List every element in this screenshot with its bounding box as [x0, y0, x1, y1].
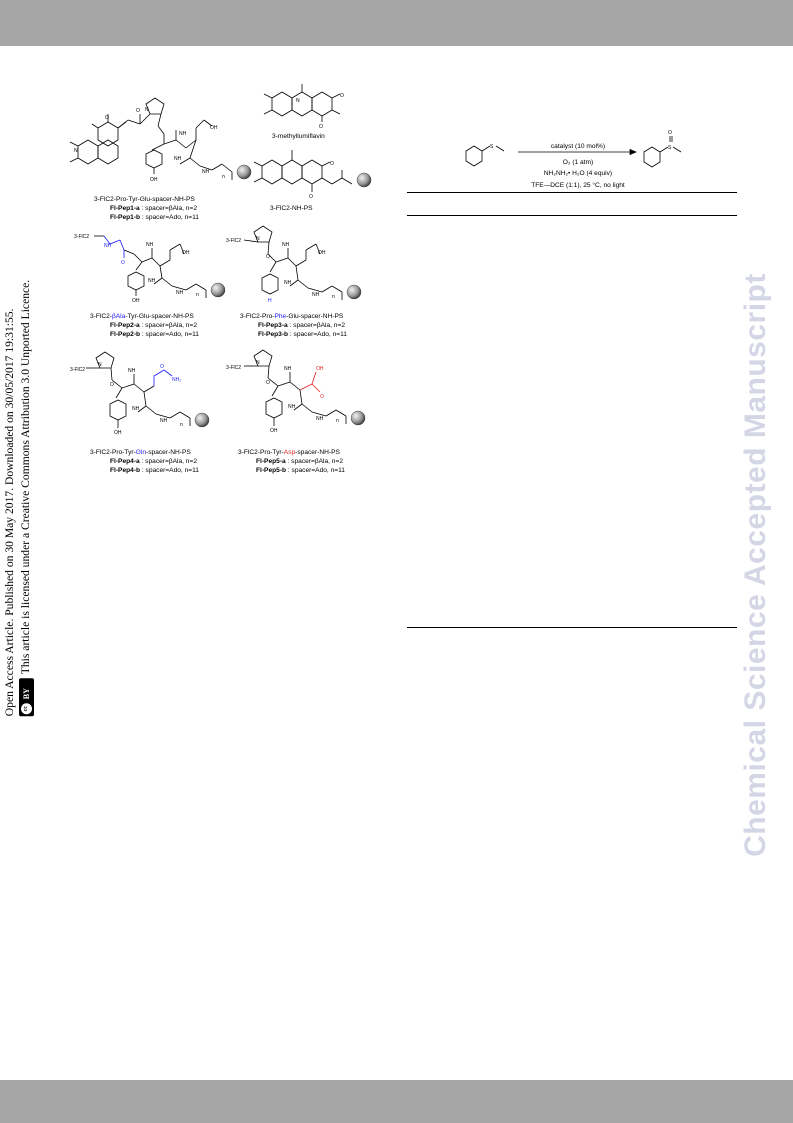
atom-label: NH: [174, 156, 182, 162]
atom-label: O: [309, 194, 313, 200]
structure-pep1: [69, 97, 233, 180]
atom-label: OH: [114, 430, 122, 436]
structure-flc2: [253, 150, 353, 192]
caption-pep2: 3-FlC2-βAla-Tyr-Glu-spacer-NH-PS: [90, 313, 194, 320]
name-pep2-b: Fl-Pep2-b : spacer=Ado, n=11: [110, 331, 199, 338]
caption-pep3: 3-FlC2-Pro-Phe-Glu-spacer-NH-PS: [240, 313, 344, 320]
atom-label: n: [196, 292, 199, 298]
atom-label: OH: [182, 250, 190, 256]
atom-label: n: [180, 422, 183, 428]
atom-label: OH: [150, 177, 158, 183]
atom-label: 3-FlC2: [226, 238, 241, 244]
structure-pep5: [244, 349, 347, 426]
atom-label: O: [266, 254, 270, 260]
atom-label: O: [330, 161, 334, 167]
caption-pep1: 3-FlC2-Pro-Tyr-Glu-spacer-NH-PS: [94, 196, 195, 203]
atom-label: NH: [312, 292, 320, 298]
atom-label: O: [136, 108, 140, 114]
atom-label: O: [121, 260, 125, 266]
resin-bead-pep5: [350, 410, 366, 426]
name-pep1-a: Fl-Pep1-a : spacer=βAla, n=2: [110, 205, 197, 212]
atom-label: NH: [104, 243, 112, 249]
table-top-rule: [407, 192, 737, 193]
atom-label: 3-FlC2: [74, 234, 89, 240]
atom-label: 3-FlC2: [226, 365, 241, 371]
atom-label: N: [98, 362, 102, 368]
name-pep4-a: Fl-Pep4-a : spacer=βAla, n=2: [110, 458, 197, 465]
reaction-oxidant: O₂ (1 atm): [563, 159, 593, 166]
resin-bead-flc2: [356, 172, 372, 188]
caption-pep4: 3-FlC2-Pro-Tyr-Gln-spacer-NH-PS: [90, 449, 191, 456]
atom-label: NH: [179, 131, 187, 137]
table-bottom-rule: [407, 627, 737, 628]
name-pep3-b: Fl-Pep3-b : spacer=Ado, n=11: [258, 331, 347, 338]
atom-label: NH: [316, 416, 324, 422]
header-band: [0, 0, 793, 46]
structure-pep2: [94, 235, 207, 298]
reaction-catalyst: catalyst (10 mol%): [551, 143, 605, 150]
atom-label: NH: [128, 368, 136, 374]
name-pep3-a: Fl-Pep3-a : spacer=βAla, n=2: [258, 322, 345, 329]
atom-label: n: [336, 418, 339, 424]
atom-label: O: [340, 93, 344, 99]
footer-band: [0, 1080, 793, 1123]
atom-label: n: [222, 174, 225, 180]
resin-bead-pep1: [236, 164, 252, 180]
reaction-conditions: TFE—DCE (1:1), 25 °C, no light: [531, 181, 625, 189]
atom-label: NH: [282, 242, 290, 248]
name-pep1-b: Fl-Pep1-b : spacer=Ado, n=11: [110, 214, 199, 221]
atom-label: NH: [132, 406, 140, 412]
atom-label: NH: [284, 366, 292, 372]
atom-label: N: [256, 236, 260, 242]
resin-bead-pep4: [194, 412, 210, 428]
atom-label: O: [266, 380, 270, 386]
atom-label: n: [332, 294, 335, 300]
name-pep2-a: Fl-Pep2-a : spacer=βAla, n=2: [110, 322, 197, 329]
atom-label: N: [145, 107, 149, 113]
atom-label: OH: [132, 298, 140, 304]
atom-label: O: [110, 382, 114, 388]
atom-label: NH: [284, 280, 292, 286]
atom-label: NH₂: [172, 377, 181, 383]
atom-label: NH: [146, 242, 154, 248]
atom-label: NH: [160, 418, 168, 424]
reaction-scheme: [465, 136, 682, 168]
structure-methylflavin: [263, 84, 341, 122]
atom-label: OH: [210, 125, 218, 131]
atom-label: O: [319, 124, 323, 130]
atom-label: O: [160, 364, 164, 370]
atom-label: OH: [316, 366, 324, 372]
resin-bead-pep2: [210, 282, 226, 298]
atom-label: N: [296, 98, 300, 104]
caption-flc2: 3-FlC2-NH-PS: [270, 205, 313, 212]
atom-label: N: [74, 148, 78, 154]
atom-label: H: [268, 298, 272, 304]
caption-methylflavin: 3-methyllumiflavin: [272, 133, 325, 140]
atom-label: S: [490, 144, 494, 150]
atom-label: 3-FlC2: [70, 367, 85, 373]
atom-label: NH: [288, 404, 296, 410]
name-pep5-a: Fl-Pep5-a : spacer=βAla, n=2: [256, 458, 343, 465]
structure-pep3: [243, 225, 343, 300]
atom-label: NH: [176, 290, 184, 296]
resin-bead-pep3: [346, 284, 362, 300]
structure-pep4: [86, 351, 191, 428]
atom-label: NH: [148, 278, 156, 284]
atom-label: N: [256, 360, 260, 366]
caption-pep5: 3-FlC2-Pro-Tyr-Asp-spacer-NH-PS: [238, 449, 340, 456]
reaction-reductant: NH₂NH₂• H₂O (4 equiv): [544, 170, 612, 177]
name-pep5-b: Fl-Pep5-b : spacer=Ado, n=11: [256, 467, 345, 474]
atom-label: S: [668, 145, 672, 151]
atom-label: O: [320, 394, 324, 400]
atom-label: O: [105, 115, 109, 121]
table-header-rule: [407, 215, 737, 216]
atom-label: OH: [270, 428, 278, 434]
atom-label: NH: [202, 169, 210, 175]
atom-label: O: [668, 130, 672, 136]
atom-label: OH: [318, 250, 326, 256]
name-pep4-b: Fl-Pep4-b : spacer=Ado, n=11: [110, 467, 199, 474]
